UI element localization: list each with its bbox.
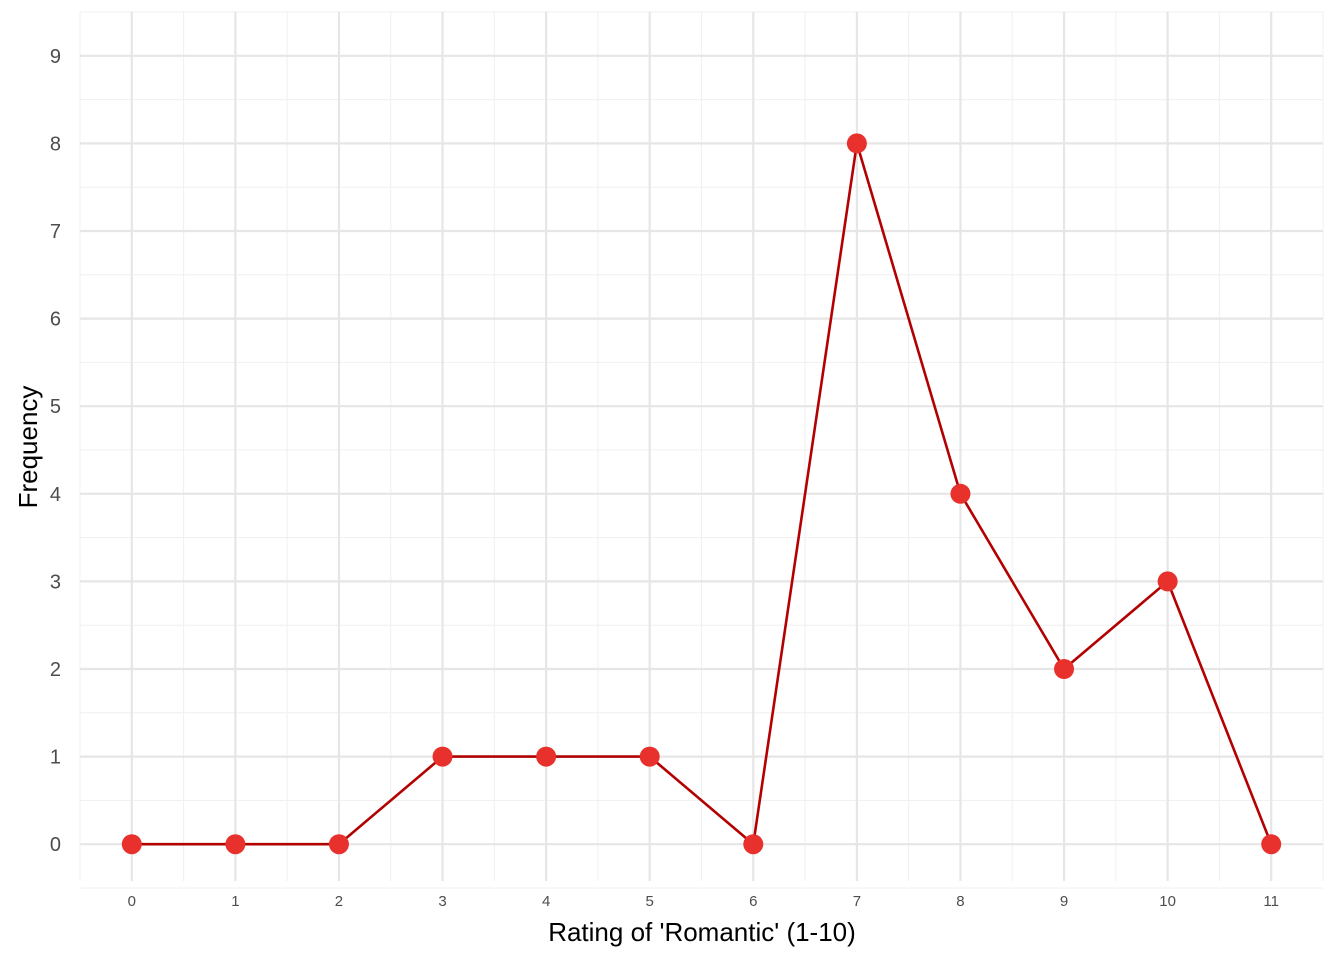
- data-point: [950, 483, 971, 504]
- data-point: [1054, 659, 1075, 680]
- y-tick-label: 2: [50, 659, 61, 681]
- y-tick-labels: 0 1 2 3 4 5 6 7 8 9: [50, 46, 61, 856]
- x-tick-label: 2: [335, 893, 343, 910]
- y-tick-label: 1: [50, 747, 61, 769]
- y-tick-label: 9: [50, 46, 61, 68]
- y-axis-title: Frequency: [13, 386, 43, 509]
- x-tick-label: 8: [956, 893, 964, 910]
- major-gridlines: [80, 12, 1323, 881]
- data-point: [743, 834, 764, 855]
- x-axis-title: Rating of 'Romantic' (1-10): [548, 917, 856, 947]
- x-tick-label: 9: [1060, 893, 1068, 910]
- data-point: [846, 133, 867, 154]
- x-tick-label: 5: [646, 893, 654, 910]
- data-point: [225, 834, 246, 855]
- x-tick-label: 11: [1263, 893, 1279, 910]
- data-point: [328, 834, 349, 855]
- series-points-group: [121, 133, 1282, 855]
- y-tick-label: 0: [50, 834, 61, 856]
- x-tick-label: 10: [1159, 893, 1176, 910]
- series-line: [131, 142, 1273, 846]
- y-tick-label: 6: [50, 309, 61, 331]
- x-tick-label: 0: [128, 893, 136, 910]
- y-tick-label: 7: [50, 221, 61, 243]
- x-tick-label: 1: [231, 893, 239, 910]
- x-tick-label: 7: [853, 893, 861, 910]
- series-line-group: [131, 142, 1273, 846]
- x-tick-label: 3: [438, 893, 446, 910]
- y-tick-label: 4: [50, 484, 61, 506]
- data-point: [121, 834, 142, 855]
- y-tick-label: 5: [50, 396, 61, 418]
- data-point: [1261, 834, 1282, 855]
- x-tick-labels: 0 1 2 3 4 5 6 7 8 9 10 11: [128, 893, 1279, 910]
- data-point: [639, 746, 660, 767]
- minor-gridlines: [79, 11, 1324, 889]
- x-tick-label: 4: [542, 893, 550, 910]
- y-tick-label: 3: [50, 571, 61, 593]
- data-point: [536, 746, 557, 767]
- data-point: [432, 746, 453, 767]
- x-tick-label: 6: [749, 893, 757, 910]
- data-point: [1157, 571, 1178, 592]
- y-tick-label: 8: [50, 133, 61, 155]
